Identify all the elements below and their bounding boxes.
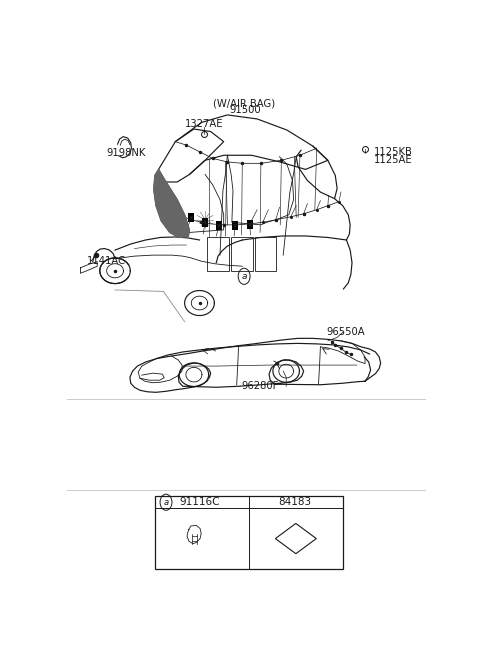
Bar [207, 237, 228, 271]
Polygon shape [154, 170, 190, 238]
Text: 96280F: 96280F [241, 381, 279, 391]
Text: 84183: 84183 [278, 497, 311, 507]
Text: 1125KB: 1125KB [374, 147, 413, 157]
Text: 1141AC: 1141AC [87, 256, 126, 266]
Bar [247, 220, 252, 229]
Bar [232, 221, 238, 230]
Bar [255, 237, 276, 271]
Text: 91500: 91500 [229, 105, 261, 115]
Text: 9198NK: 9198NK [107, 148, 146, 158]
Text: 1327AE: 1327AE [185, 119, 223, 129]
Bar [188, 213, 194, 222]
Text: 96550A: 96550A [326, 327, 365, 337]
Bar [202, 218, 208, 227]
Text: a: a [241, 272, 247, 281]
Bar [231, 237, 252, 271]
Text: 91116C: 91116C [179, 497, 220, 507]
Text: a: a [164, 498, 168, 507]
Text: 1125AE: 1125AE [374, 155, 413, 165]
Text: (W/AIR BAG): (W/AIR BAG) [213, 98, 275, 108]
Bar [216, 221, 222, 230]
Bar [155, 496, 343, 569]
